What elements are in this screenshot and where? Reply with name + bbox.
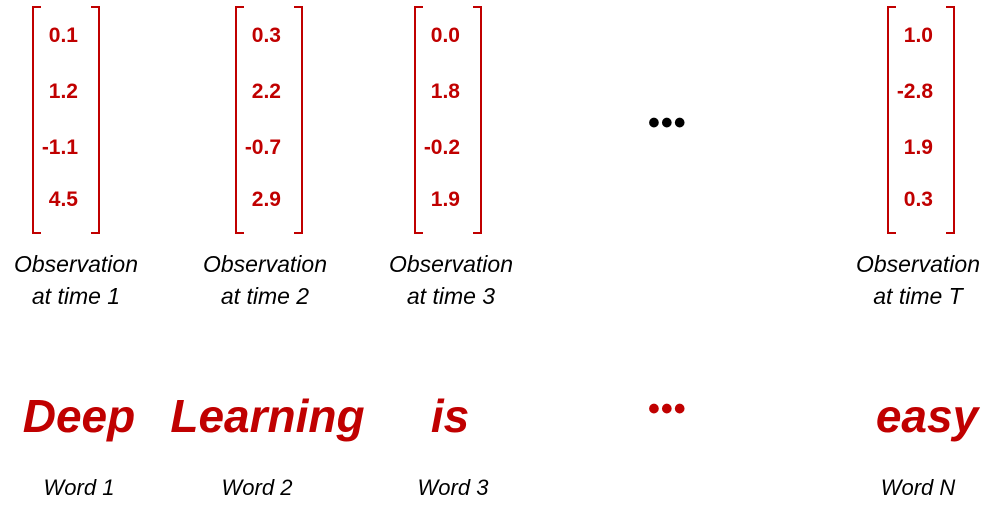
vector-value: -0.7 — [244, 136, 281, 159]
observation-vector-1: 0.1 1.2 -1.1 4.5 — [32, 6, 100, 234]
vector-value: -1.1 — [41, 136, 78, 159]
observation-label-3: Observation at time 3 — [366, 248, 536, 312]
left-bracket — [414, 6, 423, 234]
observation-label-line: at time 1 — [31, 283, 121, 309]
vector-value: 0.3 — [903, 188, 933, 211]
observation-label-line: Observation — [202, 251, 327, 277]
vector-value: 1.9 — [430, 188, 460, 211]
word-n: easy — [875, 390, 979, 442]
vector-value: 1.9 — [903, 136, 933, 159]
vector-value: 0.1 — [48, 24, 78, 47]
right-bracket — [294, 6, 303, 234]
ellipsis-icon: ••• — [648, 390, 687, 428]
word-label-n: Word N — [880, 475, 956, 500]
word-label-1: Word 1 — [43, 475, 115, 500]
right-bracket — [946, 6, 955, 234]
observation-label-line: at time 3 — [406, 283, 496, 309]
word-label-2: Word 2 — [221, 475, 293, 500]
vector-value: 2.2 — [251, 80, 281, 103]
left-bracket — [887, 6, 896, 234]
vector-value: 0.3 — [251, 24, 281, 47]
observation-label-line: Observation — [13, 251, 138, 277]
observation-vector-2: 0.3 2.2 -0.7 2.9 — [235, 6, 303, 234]
observation-label-line: at time T — [873, 283, 963, 309]
observation-vector-t: 1.0 -2.8 1.9 0.3 — [887, 6, 955, 234]
left-bracket — [32, 6, 41, 234]
word-label-3: Word 3 — [417, 475, 489, 500]
vector-value: 1.8 — [430, 80, 460, 103]
vector-value: -2.8 — [896, 80, 933, 103]
vector-value: 1.2 — [48, 80, 78, 103]
vector-value: 0.0 — [430, 24, 460, 47]
vector-value: 4.5 — [48, 188, 78, 211]
word-3: is — [430, 390, 470, 442]
observation-label-line: at time 2 — [220, 283, 310, 309]
left-bracket — [235, 6, 244, 234]
vector-value: 1.0 — [903, 24, 933, 47]
right-bracket — [473, 6, 482, 234]
observation-label-t: Observation at time T — [833, 248, 997, 312]
word-1: Deep — [22, 390, 136, 442]
observation-vector-3: 0.0 1.8 -0.2 1.9 — [414, 6, 482, 234]
ellipsis-icon: ••• — [648, 104, 687, 142]
vector-value: -0.2 — [423, 136, 460, 159]
observation-label-2: Observation at time 2 — [180, 248, 350, 312]
word-2: Learning — [170, 390, 365, 442]
observation-label-1: Observation at time 1 — [0, 248, 161, 312]
vector-value: 2.9 — [251, 188, 281, 211]
observation-label-line: Observation — [388, 251, 513, 277]
observation-label-line: Observation — [855, 251, 980, 277]
right-bracket — [91, 6, 100, 234]
